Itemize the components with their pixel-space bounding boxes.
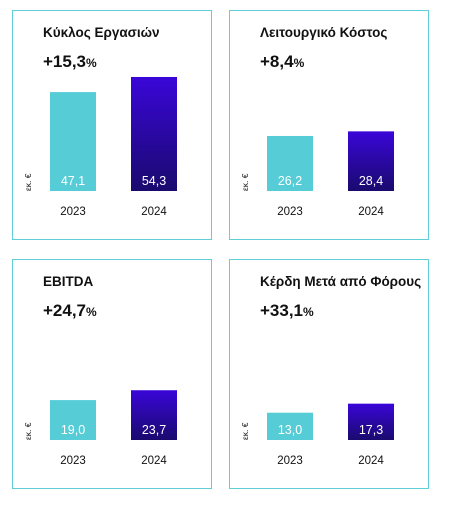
operating-cost-bar-value-2023: 26,2: [278, 174, 302, 188]
net-profit-change: +33,1%: [260, 301, 314, 320]
net-profit-bar-2024: [348, 403, 394, 440]
net-profit-unit-label: εκ. €: [240, 422, 250, 440]
revenue-bar-2023: [50, 92, 96, 191]
operating-cost-change-number: +8,4: [260, 52, 294, 71]
operating-cost-change-percent: %: [294, 56, 305, 70]
revenue-year-2023: 2023: [60, 206, 86, 218]
operating-cost-year-2023: 2023: [277, 206, 303, 218]
net-profit-bar-value-2023: 13,0: [278, 423, 302, 437]
ebitda-chart: EBITDA +24,7% εκ. € 19,0 2023 23,7 2024: [23, 274, 177, 467]
ebitda-change: +24,7%: [43, 301, 97, 320]
revenue-change-percent: %: [86, 56, 97, 70]
net-profit-year-2023: 2023: [277, 455, 303, 467]
revenue-change: +15,3%: [43, 52, 97, 71]
operating-cost-bar-2023: [267, 135, 313, 191]
operating-cost-change: +8,4%: [260, 52, 305, 71]
revenue-change-number: +15,3: [43, 52, 86, 71]
revenue-year-2024: 2024: [141, 206, 167, 218]
revenue-chart: Κύκλος Εργασιών +15,3% εκ. € 47,1 2023 54,3 20…: [23, 25, 177, 218]
revenue-bar-value-2024: 54,3: [142, 174, 166, 188]
net-profit-bar-value-2024: 17,3: [359, 423, 383, 437]
operating-cost-card: Λειτουργικό Κόστος +8,4% εκ. € 26,2 2023 28,4…: [229, 10, 429, 240]
ebitda-title: EBITDA: [43, 274, 94, 289]
ebitda-year-2024: 2024: [141, 455, 167, 467]
revenue-unit-label: εκ. €: [23, 173, 33, 191]
revenue-card: Κύκλος Εργασιών +15,3% εκ. € 47,1 2023 54,3 20…: [12, 10, 212, 240]
net-profit-change-percent: %: [303, 305, 314, 319]
net-profit-card: Κέρδη Μετά από Φόρους +33,1% εκ. € 13,0 2023…: [229, 259, 429, 489]
net-profit-bar-2023: [267, 412, 313, 440]
operating-cost-bar-value-2024: 28,4: [359, 174, 383, 188]
net-profit-change-number: +33,1: [260, 301, 303, 320]
operating-cost-bar-2024: [348, 131, 394, 191]
ebitda-change-number: +24,7: [43, 301, 86, 320]
ebitda-bar-value-2024: 23,7: [142, 423, 166, 437]
net-profit-title: Κέρδη Μετά από Φόρους: [260, 274, 421, 289]
ebitda-bar-2023: [50, 400, 96, 440]
ebitda-year-2023: 2023: [60, 455, 86, 467]
operating-cost-unit-label: εκ. €: [240, 173, 250, 191]
ebitda-bar-2024: [131, 390, 177, 440]
operating-cost-year-2024: 2024: [358, 206, 384, 218]
ebitda-card: EBITDA +24,7% εκ. € 19,0 2023 23,7 2024: [12, 259, 212, 489]
operating-cost-title: Λειτουργικό Κόστος: [260, 25, 387, 40]
net-profit-year-2024: 2024: [358, 455, 384, 467]
revenue-bar-2024: [131, 76, 177, 191]
revenue-title: Κύκλος Εργασιών: [43, 25, 160, 40]
ebitda-change-percent: %: [86, 305, 97, 319]
operating-cost-chart: Λειτουργικό Κόστος +8,4% εκ. € 26,2 2023 28,4…: [240, 25, 394, 218]
revenue-bar-value-2023: 47,1: [61, 174, 85, 188]
ebitda-unit-label: εκ. €: [23, 422, 33, 440]
net-profit-chart: Κέρδη Μετά από Φόρους +33,1% εκ. € 13,0 2023…: [240, 274, 421, 467]
ebitda-bar-value-2023: 19,0: [61, 423, 85, 437]
